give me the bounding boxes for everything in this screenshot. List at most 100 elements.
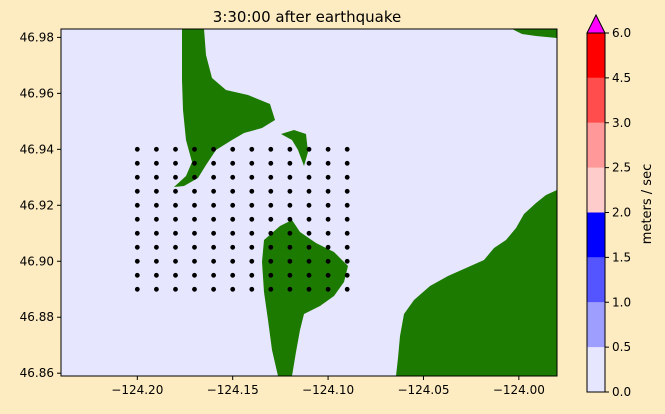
gauge-point-0-3 bbox=[134, 244, 140, 250]
gauge-point-2-10 bbox=[173, 146, 178, 152]
gauge-point-11-6 bbox=[344, 202, 350, 208]
colorbar-segment-1 bbox=[587, 302, 605, 348]
gauge-point-0-8 bbox=[134, 174, 140, 180]
gauge-point-6-9 bbox=[249, 160, 255, 166]
gauge-point-7-1 bbox=[268, 272, 274, 278]
gauge-point-10-2 bbox=[325, 258, 331, 264]
colorbar-segment-7 bbox=[587, 33, 605, 78]
gauge-point-1-2 bbox=[154, 258, 159, 264]
gauge-point-9-8 bbox=[306, 174, 312, 180]
land-areas bbox=[174, 29, 557, 376]
gauge-point-10-7 bbox=[325, 188, 331, 194]
gauge-point-3-6 bbox=[192, 202, 197, 208]
gauge-point-1-3 bbox=[154, 244, 159, 250]
gauge-point-1-8 bbox=[154, 174, 159, 180]
gauge-point-7-3 bbox=[268, 244, 274, 250]
gauge-point-9-4 bbox=[306, 230, 312, 236]
gauge-point-1-5 bbox=[154, 216, 159, 222]
gauge-point-5-5 bbox=[230, 216, 236, 222]
land-south-peninsula bbox=[262, 220, 348, 376]
gauge-point-0-0 bbox=[134, 286, 140, 292]
gauge-point-9-0 bbox=[306, 286, 312, 292]
gauge-point-5-8 bbox=[230, 174, 236, 180]
y-tick-label-6: 46.98 bbox=[20, 30, 54, 44]
gauge-point-1-9 bbox=[154, 160, 159, 166]
gauge-point-2-9 bbox=[173, 160, 178, 166]
gauge-point-3-8 bbox=[192, 174, 197, 180]
gauge-point-11-0 bbox=[344, 286, 350, 292]
gauge-point-3-5 bbox=[192, 216, 197, 222]
gauge-point-7-0 bbox=[268, 286, 274, 292]
gauge-point-9-10 bbox=[306, 146, 312, 152]
gauge-point-4-0 bbox=[211, 286, 217, 292]
gauge-point-6-4 bbox=[249, 230, 255, 236]
gauge-point-2-0 bbox=[173, 286, 178, 292]
gauge-point-1-4 bbox=[154, 230, 159, 236]
colorbar-tick-label-7: 4.5 bbox=[612, 71, 631, 85]
colorbar-segment-6 bbox=[587, 77, 605, 123]
y-tick-label-2: 46.90 bbox=[20, 254, 54, 268]
gauge-point-8-0 bbox=[287, 286, 293, 292]
gauge-point-9-2 bbox=[306, 258, 312, 264]
gauge-point-11-7 bbox=[344, 188, 350, 194]
gauge-point-8-10 bbox=[287, 146, 293, 152]
colorbar-extend-max bbox=[586, 13, 606, 34]
gauge-point-5-4 bbox=[230, 230, 236, 236]
gauge-point-4-2 bbox=[211, 258, 217, 264]
gauge-point-8-3 bbox=[287, 244, 293, 250]
gauge-point-2-4 bbox=[173, 230, 178, 236]
gauge-point-1-7 bbox=[154, 188, 159, 194]
gauge-point-6-7 bbox=[249, 188, 255, 194]
gauge-point-6-8 bbox=[249, 174, 255, 180]
gauge-point-3-4 bbox=[192, 230, 197, 236]
gauge-point-3-10 bbox=[192, 146, 197, 152]
land-spit-tip bbox=[281, 130, 308, 166]
gauge-point-7-5 bbox=[268, 216, 274, 222]
gauge-point-5-2 bbox=[230, 258, 236, 264]
gauge-point-2-8 bbox=[173, 174, 178, 180]
gauge-point-7-9 bbox=[268, 160, 274, 166]
gauge-point-8-8 bbox=[287, 174, 293, 180]
gauge-point-4-3 bbox=[211, 244, 217, 250]
gauge-point-10-0 bbox=[325, 286, 331, 292]
y-tick-label-5: 46.96 bbox=[20, 86, 54, 100]
gauge-point-2-2 bbox=[173, 258, 178, 264]
gauge-point-9-1 bbox=[306, 272, 312, 278]
y-tick-label-4: 46.94 bbox=[20, 142, 54, 156]
gauge-point-2-1 bbox=[173, 272, 178, 278]
gauge-point-6-2 bbox=[249, 258, 255, 264]
gauge-point-11-3 bbox=[344, 244, 350, 250]
gauge-point-9-6 bbox=[306, 202, 312, 208]
gauge-point-10-8 bbox=[325, 174, 331, 180]
gauge-point-0-1 bbox=[134, 272, 140, 278]
colorbar-tick-label-8: 6.0 bbox=[612, 26, 631, 40]
gauge-point-4-9 bbox=[211, 160, 217, 166]
gauge-point-7-4 bbox=[268, 230, 274, 236]
gauge-point-11-9 bbox=[344, 160, 350, 166]
colorbar-segment-4 bbox=[587, 167, 605, 213]
gauge-point-11-8 bbox=[344, 174, 350, 180]
y-tick-label-0: 46.86 bbox=[20, 366, 54, 380]
colorbar-tick-label-3: 1.5 bbox=[612, 250, 631, 264]
colorbar: 0.0 0.5 1.0 1.5 2.0 2.5 3.0 4.5 6.0 bbox=[586, 13, 631, 399]
gauge-point-8-1 bbox=[287, 272, 293, 278]
gauge-point-8-7 bbox=[287, 188, 293, 194]
gauge-point-1-6 bbox=[154, 202, 159, 208]
colorbar-tick-label-5: 2.5 bbox=[612, 161, 631, 175]
gauge-point-0-10 bbox=[134, 146, 140, 152]
gauge-point-6-0 bbox=[249, 286, 255, 292]
colorbar-tick-label-0: 0.0 bbox=[612, 385, 631, 399]
gauge-point-1-10 bbox=[154, 146, 159, 152]
gauge-point-7-6 bbox=[268, 202, 274, 208]
y-axis: 46.86 46.88 46.90 46.92 46.94 46.96 46.98 bbox=[20, 30, 61, 380]
gauge-point-11-10 bbox=[344, 146, 350, 152]
x-tick-label-4: −124.00 bbox=[493, 383, 545, 397]
x-tick-label-1: −124.15 bbox=[207, 383, 259, 397]
gauge-point-2-7 bbox=[173, 188, 178, 194]
gauge-point-10-3 bbox=[325, 244, 331, 250]
chart-title: 3:30:00 after earthquake bbox=[213, 8, 401, 26]
gauge-point-4-5 bbox=[211, 216, 217, 222]
colorbar-segment-0 bbox=[587, 347, 605, 392]
